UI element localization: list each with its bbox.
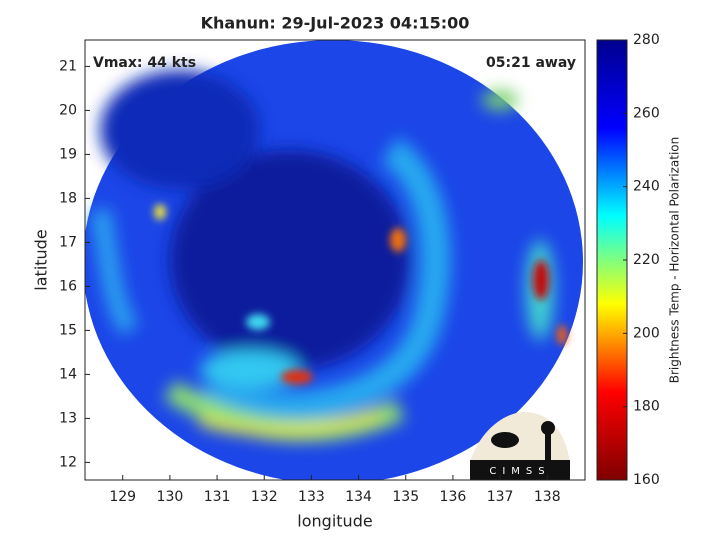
x-tick-label: 136: [440, 489, 467, 505]
x-tick-label: 135: [392, 489, 419, 505]
colorbar-tick-label: 260: [633, 105, 660, 121]
colorbar-tick-label: 160: [633, 472, 660, 488]
x-tick-label: 138: [534, 489, 561, 505]
y-tick-label: 13: [59, 410, 77, 426]
x-tick-label: 130: [157, 489, 184, 505]
x-tick-label: 133: [298, 489, 325, 505]
y-tick-label: 16: [59, 278, 77, 294]
y-axis-label: latitude: [32, 229, 51, 290]
annotation: Vmax: 44 kts: [93, 55, 196, 71]
colorbar-tick-label: 220: [633, 252, 660, 268]
swath-image: CIMSS: [85, 40, 583, 480]
colorbar-label: Brightness Temp - Horizontal Polarizatio…: [668, 137, 682, 384]
y-tick-label: 15: [59, 322, 77, 338]
y-tick-label: 17: [59, 234, 77, 250]
cimss-logo: CIMSS: [470, 412, 570, 480]
y-tick-label: 12: [59, 454, 77, 470]
x-tick-label: 137: [487, 489, 514, 505]
annotation: 05:21 away: [486, 55, 576, 71]
x-tick-label: 129: [109, 489, 136, 505]
y-tick-label: 21: [59, 58, 77, 74]
colorbar-tick-label: 240: [633, 179, 660, 195]
colorbar-tick-label: 280: [633, 32, 660, 48]
colorbar: [596, 39, 628, 481]
y-tick-label: 18: [59, 190, 77, 206]
colorbar-tick-label: 180: [633, 399, 660, 415]
plot-frame: [84, 39, 586, 481]
x-tick-label: 134: [345, 489, 372, 505]
colorbar-tick-label: 200: [633, 325, 660, 341]
x-tick-label: 131: [204, 489, 231, 505]
y-tick-label: 14: [59, 366, 77, 382]
y-tick-label: 19: [59, 146, 77, 162]
x-tick-label: 132: [251, 489, 278, 505]
chart-title: Khanun: 29-Jul-2023 04:15:00: [201, 14, 470, 33]
y-tick-label: 20: [59, 102, 77, 118]
x-axis-label: longitude: [297, 512, 372, 531]
logo-text: CIMSS: [489, 466, 550, 477]
